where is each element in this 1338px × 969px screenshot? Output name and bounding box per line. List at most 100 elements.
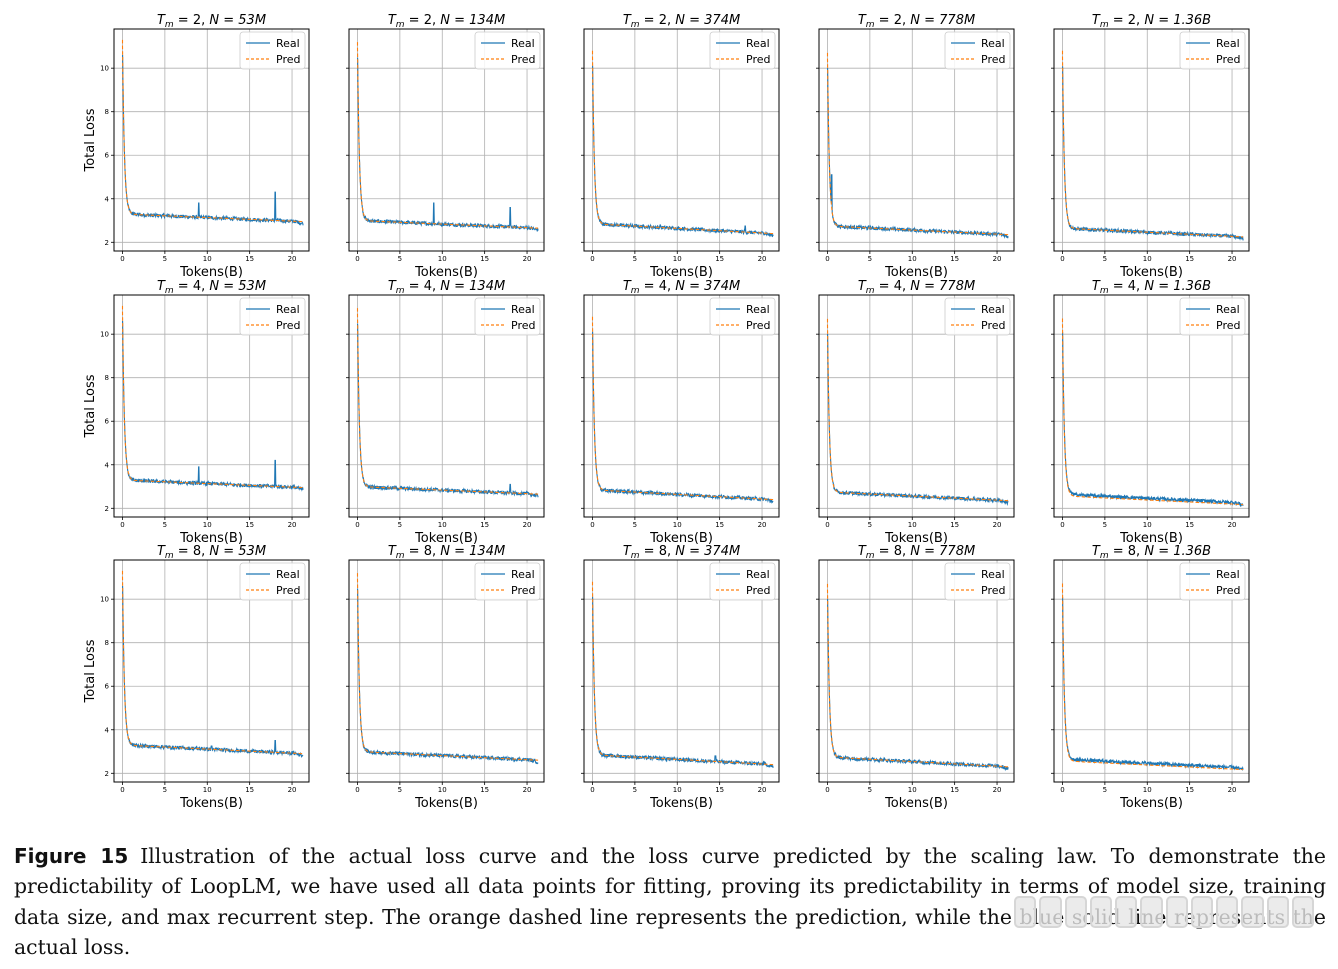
- pred-loss-line: [121, 39, 304, 223]
- title-subscript: m: [866, 286, 875, 296]
- title-symbol-t: T: [623, 544, 632, 559]
- legend-real-label: Real: [276, 37, 300, 50]
- x-axis-label: Tokens(B): [179, 531, 243, 546]
- title-equals: =: [685, 544, 704, 559]
- title-equals: =: [685, 13, 704, 28]
- legend-real-label: Real: [746, 303, 770, 316]
- title-subscript: m: [396, 551, 405, 561]
- legend-real-label: Real: [1216, 37, 1240, 50]
- title-subscript: m: [1100, 20, 1109, 30]
- x-tick-label: 0: [590, 786, 594, 794]
- legend-box: [944, 297, 1011, 336]
- x-tick-label: 10: [673, 786, 682, 794]
- subplot-title: Tm = 2, N = 1.36B: [1092, 13, 1211, 30]
- watermark-overlay: [1014, 896, 1314, 928]
- x-tick-label: 15: [245, 521, 254, 529]
- title-n-value: 1.36B: [1173, 13, 1211, 28]
- y-tick-label: 2: [105, 770, 109, 778]
- legend-box: [944, 31, 1011, 70]
- x-tick-label: 10: [1143, 521, 1152, 529]
- x-tick-label: 10: [908, 786, 917, 794]
- legend-box: [474, 562, 541, 601]
- legend-box: [474, 297, 541, 336]
- title-symbol-n: N: [910, 13, 920, 28]
- title-n-value: 778M: [939, 544, 975, 559]
- title-equals: =: [1154, 279, 1173, 294]
- x-tick-label: 20: [288, 521, 297, 529]
- x-tick-label: 0: [825, 255, 829, 263]
- legend-real-label: Real: [981, 37, 1005, 50]
- title-n-value: 53M: [238, 13, 266, 28]
- x-tick-label: 5: [1103, 786, 1107, 794]
- title-tm-value: = 8,: [1109, 544, 1145, 559]
- legend-pred-label: Pred: [746, 584, 770, 597]
- title-subscript: m: [866, 551, 875, 561]
- y-tick-label: 2: [105, 239, 109, 247]
- plot-frame: [583, 559, 780, 783]
- title-subscript: m: [396, 20, 405, 30]
- title-n-value: 374M: [704, 544, 740, 559]
- x-tick-label: 15: [1185, 786, 1194, 794]
- x-tick-label: 20: [993, 255, 1002, 263]
- x-tick-label: 15: [715, 521, 724, 529]
- x-tick-label: 10: [438, 521, 447, 529]
- legend-pred-label: Pred: [276, 53, 300, 66]
- legend-pred-label: Pred: [981, 53, 1005, 66]
- legend-real-label: Real: [511, 303, 535, 316]
- x-tick-label: 10: [673, 521, 682, 529]
- title-tm-value: = 2,: [174, 13, 210, 28]
- title-equals: =: [219, 544, 238, 559]
- x-axis-label: Tokens(B): [1119, 796, 1183, 811]
- title-equals: =: [920, 544, 939, 559]
- title-symbol-t: T: [1092, 544, 1101, 559]
- plot-frame: [113, 559, 310, 783]
- subplot-title: Tm = 4, N = 134M: [388, 279, 505, 296]
- title-n-value: 374M: [704, 13, 740, 28]
- title-symbol-t: T: [623, 279, 632, 294]
- subplot-r3-c2: 0 5 10 15 20 Tokens(B) Tm = 8, N = 134M Real Pre…: [346, 544, 545, 811]
- x-tick-label: 5: [633, 786, 637, 794]
- x-tick-label: 5: [633, 521, 637, 529]
- title-n-value: 53M: [238, 279, 266, 294]
- title-n-value: 134M: [469, 544, 505, 559]
- legend-real-label: Real: [746, 568, 770, 581]
- title-equals: =: [920, 13, 939, 28]
- subplot-r1-c1: 0 5 10 15 20 2 4 6 8 10 Tokens(B) Total Loss Tm = 2,…: [83, 13, 310, 280]
- x-tick-label: 5: [868, 786, 872, 794]
- title-symbol-t: T: [858, 13, 867, 28]
- subplot-r1-c3: 0 5 10 15 20 Tokens(B) Tm = 2, N = 374M Real Pre…: [581, 13, 780, 280]
- plot-frame: [348, 28, 545, 252]
- y-tick-label: 6: [105, 418, 110, 426]
- title-subscript: m: [631, 20, 640, 30]
- y-tick-label: 8: [105, 639, 109, 647]
- x-axis-label: Tokens(B): [1119, 531, 1183, 546]
- title-equals: =: [450, 279, 469, 294]
- subplot-title: Tm = 8, N = 778M: [858, 544, 975, 561]
- x-axis-label: Tokens(B): [884, 265, 948, 280]
- x-tick-label: 10: [203, 255, 212, 263]
- title-symbol-t: T: [623, 13, 632, 28]
- x-tick-label: 15: [1185, 255, 1194, 263]
- title-symbol-n: N: [910, 279, 920, 294]
- title-n-value: 53M: [238, 544, 266, 559]
- title-symbol-t: T: [388, 13, 397, 28]
- legend-pred-label: Pred: [511, 584, 535, 597]
- pred-loss-line: [1061, 50, 1244, 238]
- x-tick-label: 15: [950, 255, 959, 263]
- x-tick-label: 0: [1060, 521, 1064, 529]
- title-symbol-n: N: [440, 279, 450, 294]
- x-tick-label: 10: [438, 255, 447, 263]
- title-symbol-n: N: [209, 544, 219, 559]
- y-tick-label: 4: [105, 726, 110, 734]
- real-loss-line: [1062, 597, 1244, 772]
- legend-real-label: Real: [981, 568, 1005, 581]
- legend-pred-label: Pred: [276, 319, 300, 332]
- x-tick-label: 15: [950, 521, 959, 529]
- x-tick-label: 20: [758, 786, 767, 794]
- x-axis-label: Tokens(B): [414, 531, 478, 546]
- title-tm-value: = 8,: [405, 544, 441, 559]
- legend-pred-label: Pred: [511, 53, 535, 66]
- y-axis-label: Total Loss: [83, 108, 98, 172]
- real-loss-line: [827, 598, 1009, 772]
- x-tick-label: 5: [163, 255, 167, 263]
